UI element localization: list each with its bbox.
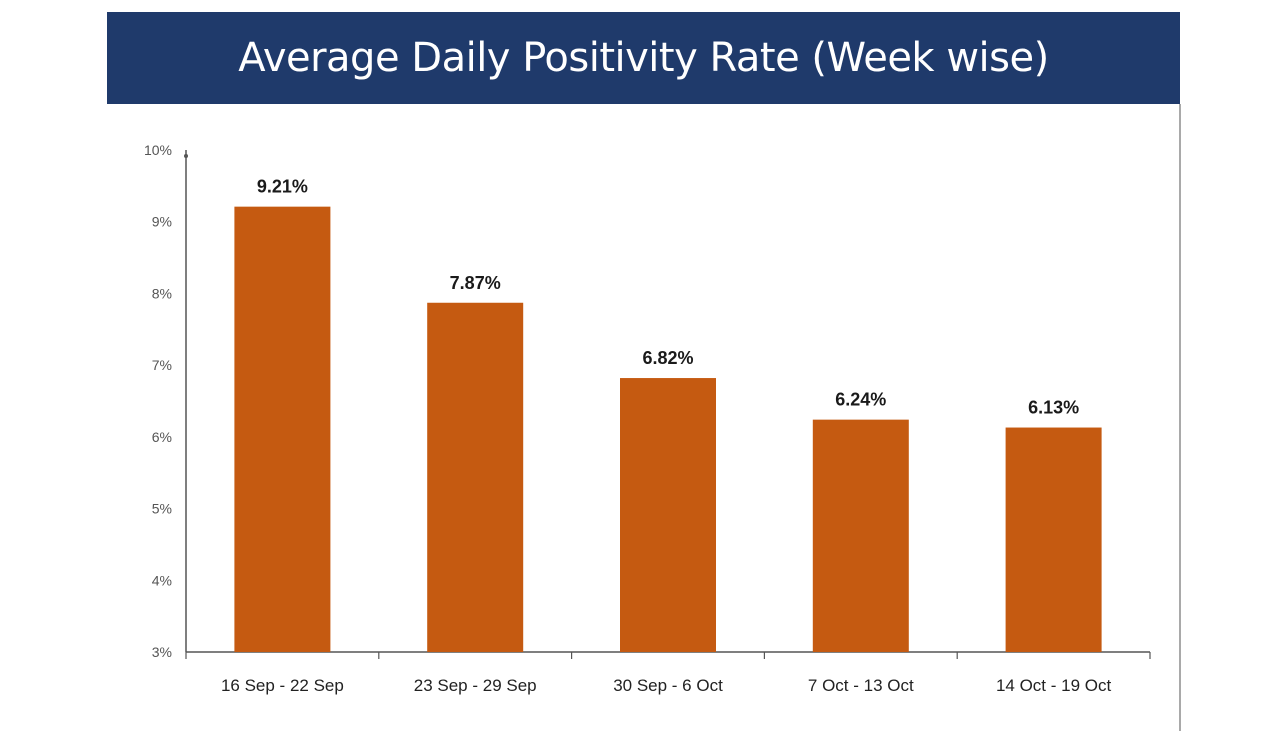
- y-tick-label: 4%: [152, 572, 172, 588]
- y-axis-endpoint: [184, 154, 188, 158]
- x-tick-label: 30 Sep - 6 Oct: [613, 676, 723, 695]
- y-tick-label: 5%: [152, 501, 172, 517]
- data-label: 6.24%: [835, 390, 886, 410]
- data-label: 6.82%: [642, 348, 693, 368]
- x-tick-label: 23 Sep - 29 Sep: [414, 676, 537, 695]
- y-tick-label: 7%: [152, 357, 172, 373]
- chart-title: Average Daily Positivity Rate (Week wise…: [238, 35, 1049, 81]
- bar: [234, 206, 331, 652]
- x-tick-label: 7 Oct - 13 Oct: [808, 676, 914, 695]
- y-tick-label: 6%: [152, 429, 172, 445]
- x-tick-label: 14 Oct - 19 Oct: [996, 676, 1112, 695]
- data-label: 6.13%: [1028, 398, 1079, 418]
- bar: [620, 378, 716, 652]
- title-banner: Average Daily Positivity Rate (Week wise…: [107, 12, 1180, 104]
- y-tick-label: 8%: [152, 285, 172, 301]
- frame-border: [1179, 104, 1181, 731]
- y-tick-label: 9%: [152, 214, 172, 230]
- y-tick-label: 10%: [144, 142, 172, 158]
- bar: [1005, 427, 1102, 652]
- data-label: 9.21%: [257, 177, 308, 197]
- data-label: 7.87%: [450, 273, 501, 293]
- bar: [427, 302, 524, 652]
- bar: [812, 419, 909, 652]
- y-tick-label: 3%: [152, 644, 172, 660]
- x-tick-label: 16 Sep - 22 Sep: [221, 676, 344, 695]
